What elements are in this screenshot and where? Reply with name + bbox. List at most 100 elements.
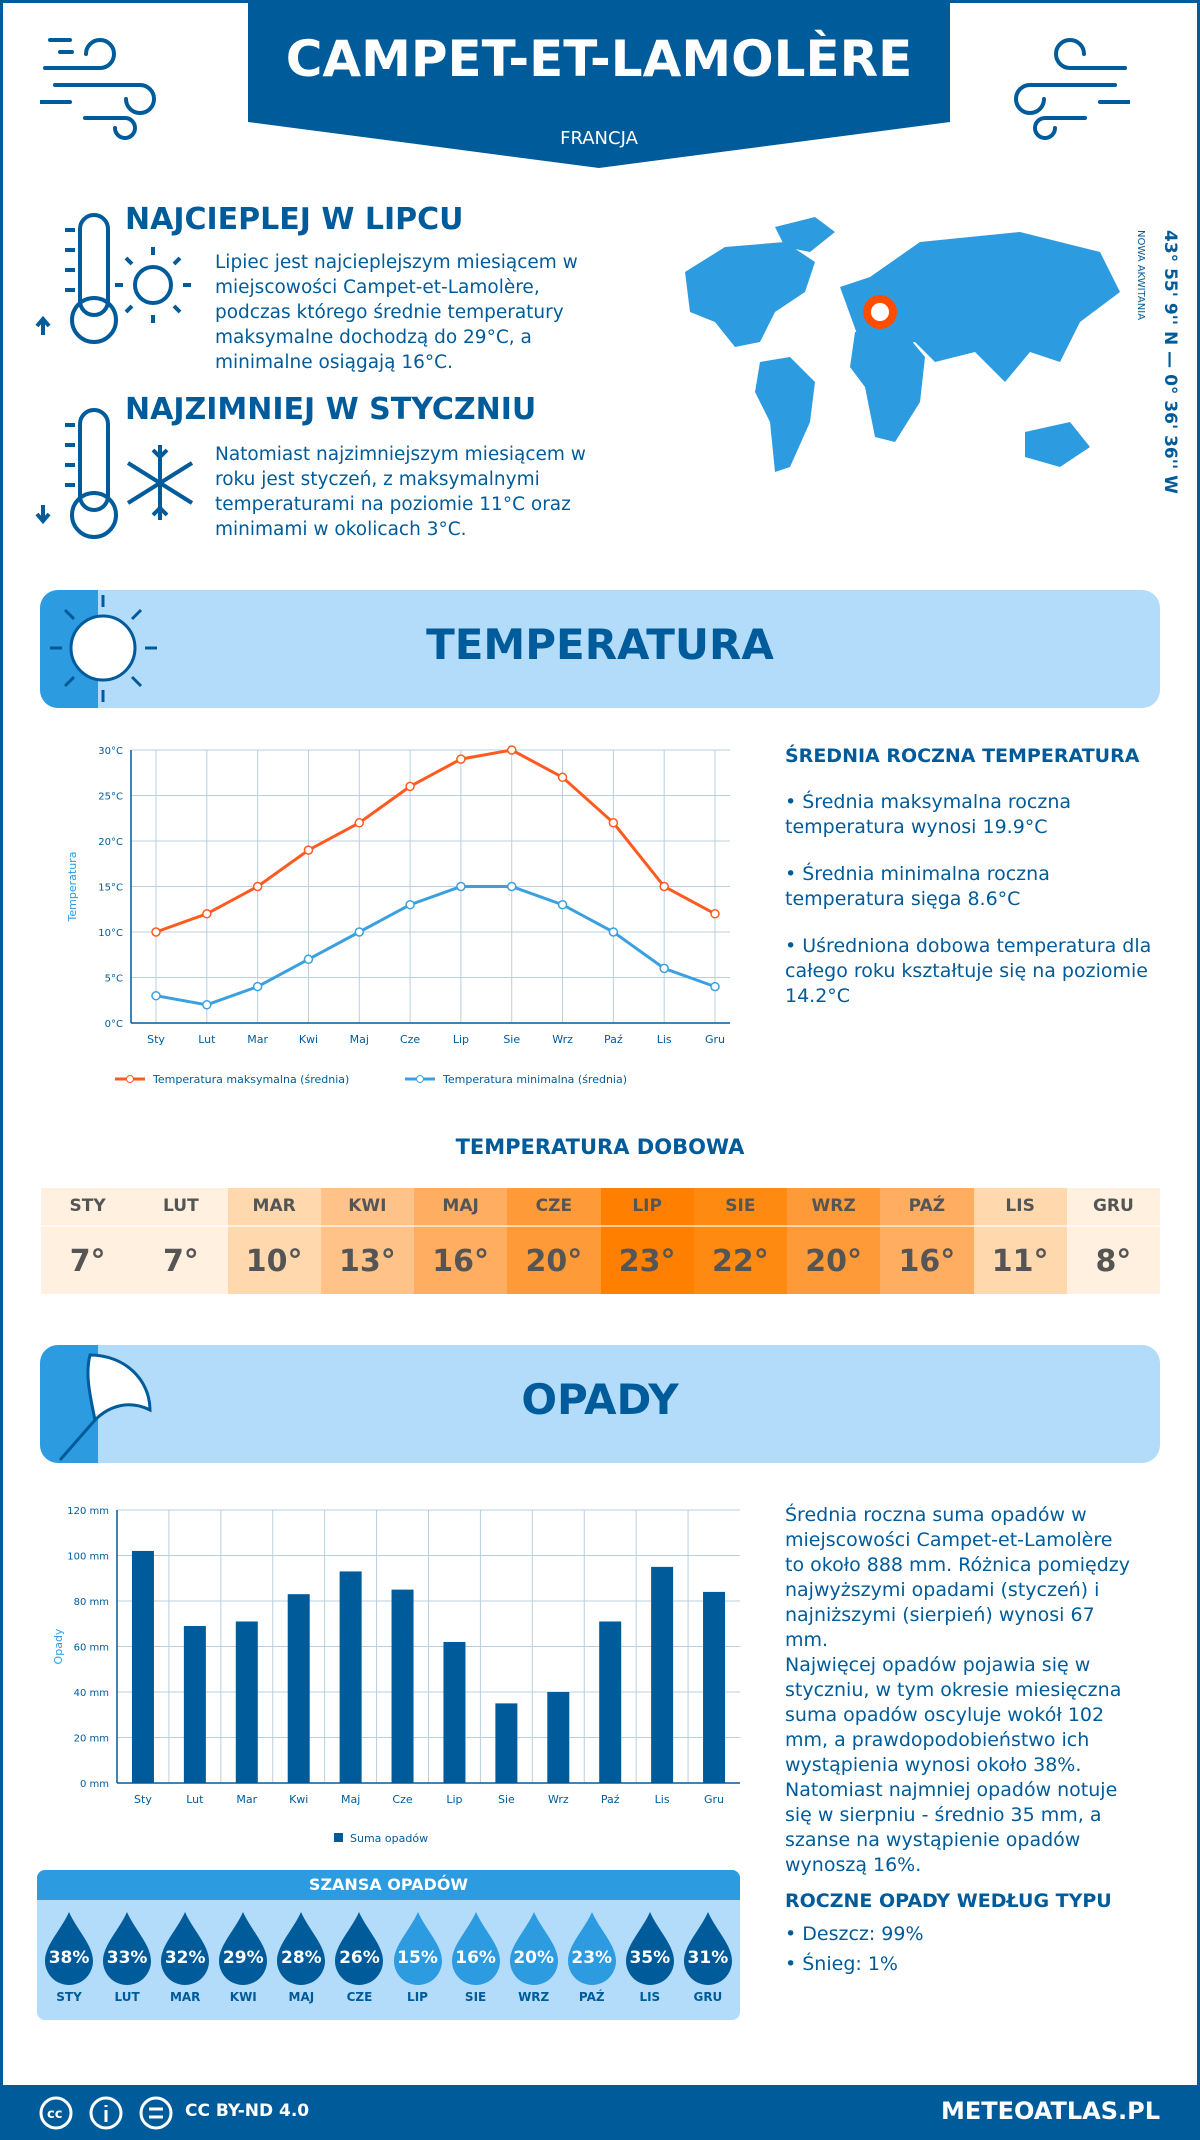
month-label: MAR [169,1990,201,2004]
month-label: MAJ [442,1196,479,1216]
data-point [354,818,365,828]
data-point [354,927,365,937]
bar [287,1594,310,1783]
temperature-title: TEMPERATURA [426,620,774,669]
x-tick-label: Maj [341,1793,360,1806]
location-marker [863,295,897,329]
legend-label: Suma opadów [350,1832,428,1845]
y-tick-label: 10°C [98,928,123,939]
chance-value: 23% [571,1948,613,1968]
bar [651,1566,674,1783]
daily-temp-cell: GRU 8° [1066,1188,1160,1294]
chance-value: 38% [48,1948,90,1968]
coldest-title: NAJZIMNIEJ W STYCZNIU [125,392,537,427]
precip-type-title: ROCZNE OPADY WEDŁUG TYPU [785,1890,1112,1912]
x-tick-label: Lip [446,1793,462,1806]
sun-icon [50,595,157,702]
month-label: LIS [639,1990,661,2004]
x-tick-label: Sie [503,1033,520,1046]
data-point [710,909,720,919]
month-label: LIS [1005,1196,1035,1216]
legend-label: Temperatura minimalna (średnia) [442,1073,627,1086]
chance-value: 31% [687,1948,729,1968]
daily-temp-cell: STY 7° [41,1188,135,1294]
x-tick-label: Mar [236,1793,257,1806]
site-link[interactable]: METEOATLAS.PL [940,2097,1160,2125]
legend-marker [126,1075,134,1083]
x-tick-label: Mar [247,1033,268,1046]
month-label: SIE [464,1990,487,2004]
chance-value: 28% [281,1948,322,1968]
chance-value: 32% [164,1948,206,1968]
by-icon [89,2096,123,2130]
data-point [252,881,263,892]
y-tick-label: 0°C [105,1019,123,1030]
precip-text-2: Najwięcej opadów pojawia się w styczniu,… [785,1654,1122,1876]
temp-value: 7° [134,1225,228,1294]
month-label: CZE [535,1196,573,1216]
legend-marker [416,1075,424,1083]
page-title: CAMPET-ET-LAMOLÈRE [285,30,913,88]
data-point [405,781,415,792]
temp-bullet: • Średnia minimalna roczna temperatura s… [785,863,1050,910]
y-axis-label: Opady [52,1628,65,1664]
month-label: WRZ [518,1990,550,2004]
x-tick-label: Lis [657,1033,672,1046]
month-label: LIP [632,1196,662,1216]
raindrop-icon [219,1912,268,1985]
data-point [506,881,517,892]
precip-text-1: Średnia roczna suma opadów w miejscowośc… [785,1504,1130,1651]
x-tick-label: Kwi [289,1793,308,1806]
temp-value: 20° [787,1225,881,1294]
y-tick-label: 100 mm [67,1552,109,1563]
month-label: LIP [407,1990,428,2004]
bar [495,1703,518,1783]
coordinates: 43° 55' 9'' N — 0° 36' 36'' W NOWA AKWIT… [1130,230,1180,494]
bar [703,1591,726,1783]
precip-type-rain: • Deszcz: 99% [785,1923,924,1945]
data-point [405,899,415,910]
precip-chance-drop: 38% STY [40,1910,98,2010]
y-tick-label: 20°C [98,837,123,848]
wind-icon [1014,38,1130,140]
y-tick-label: 5°C [105,974,123,985]
month-label: SIE [725,1196,756,1216]
month-label: KWI [348,1196,387,1216]
daily-temp-cell: MAR 10° [227,1188,321,1294]
data-point [151,990,161,1001]
daily-temp-cell: CZE 20° [507,1188,601,1294]
thermometer-cold-icon [35,408,194,539]
data-point [303,845,314,855]
bar [599,1621,622,1783]
temp-summary-list: • Średnia maksymalna roczna temperatura … [785,790,1175,1009]
precip-type-snow: • Śnieg: 1% [785,1953,898,1975]
x-tick-label: Gru [705,1033,725,1046]
wind-icon [40,38,156,140]
temp-value: 10° [227,1225,321,1294]
month-label: MAJ [288,1990,315,2004]
cc-license-icons[interactable]: cc [38,2095,173,2131]
temp-value: 16° [880,1225,974,1294]
daily-temp-cell: PAŹ 16° [880,1188,974,1294]
temp-bullet: • Uśredniona dobowa temperatura dla całe… [785,935,1152,1007]
daily-temp-cell: WRZ 20° [787,1188,881,1294]
license-text[interactable]: CC BY-ND 4.0 [185,2101,310,2121]
legend-label: Temperatura maksymalna (średnia) [152,1073,349,1086]
temp-value: 20° [507,1225,601,1294]
svg-text:cc: cc [47,2107,62,2122]
x-tick-label: Maj [350,1033,369,1046]
x-tick-label: Lis [655,1793,670,1806]
x-tick-label: Gru [704,1793,724,1806]
y-tick-label: 0 mm [80,1779,109,1790]
temp-summary-title: ŚREDNIA ROCZNA TEMPERATURA [785,745,1140,767]
thermometer-hot-icon [35,213,191,344]
chance-value: 33% [106,1948,148,1968]
series-line-0 [155,748,716,934]
bar [131,1550,154,1783]
daily-temp-title: TEMPERATURA DOBOWA [455,1135,745,1159]
raindrop-icon [161,1912,210,1985]
bar [547,1692,570,1783]
x-tick-label: Cze [400,1033,420,1046]
bar [339,1571,362,1783]
y-tick-label: 15°C [98,883,123,894]
